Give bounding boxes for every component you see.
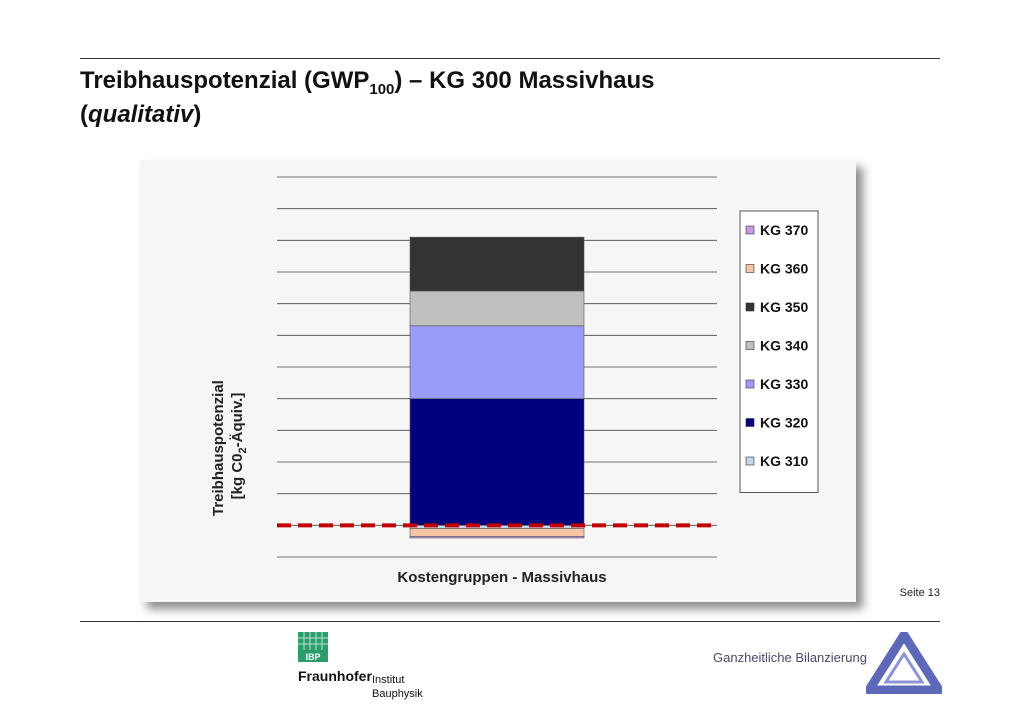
tagline: Ganzheitliche Bilanzierung bbox=[713, 650, 867, 665]
chart-legend: KG 370 KG 360 KG 350 KG 340 KG 330 KG 320 KG 3… bbox=[739, 210, 819, 493]
legend-box bbox=[739, 210, 819, 493]
triangle-logo-icon bbox=[866, 632, 942, 694]
legend-label-kg-320: KG 320 bbox=[760, 415, 808, 431]
bar-segment-kg-360 bbox=[409, 528, 585, 537]
bar-segment-kg-350 bbox=[409, 236, 585, 292]
slide-title: Treibhauspotenzial (GWP100) – KG 300 Mas… bbox=[80, 67, 655, 128]
bar-segment-kg-370 bbox=[409, 536, 585, 539]
ibp-logo-icon: IBP bbox=[298, 632, 328, 662]
bottom-rule bbox=[80, 621, 940, 622]
legend-label-kg-340: KG 340 bbox=[760, 338, 808, 354]
top-rule bbox=[80, 58, 940, 59]
x-axis-label: Kostengruppen - Massivhaus bbox=[397, 569, 606, 586]
fraunhofer-brand: Fraunhofer bbox=[298, 668, 372, 684]
bar-segment-kg-340 bbox=[409, 290, 585, 327]
legend-swatch-kg-310 bbox=[745, 456, 755, 466]
legend-swatch-kg-340 bbox=[745, 341, 755, 350]
legend-swatch-kg-330 bbox=[745, 379, 755, 389]
y-axis-label: Treibhauspotenzial [kg C02-Äquiv.] bbox=[210, 376, 249, 516]
legend-label-kg-310: KG 310 bbox=[760, 453, 808, 469]
legend-swatch-kg-320 bbox=[745, 418, 755, 427]
stacked-bar-chart: Kostengruppen - Massivhaus Treibhauspote… bbox=[210, 176, 819, 586]
bar-segment-kg-330 bbox=[409, 325, 585, 399]
page-number: Seite 13 bbox=[899, 587, 940, 599]
bar-segments bbox=[409, 236, 585, 539]
legend-swatch-kg-360 bbox=[745, 264, 755, 273]
institute-name: Institut Bauphysik bbox=[372, 674, 423, 700]
legend-swatch-kg-370 bbox=[745, 225, 755, 235]
bar-segment-kg-320 bbox=[409, 398, 585, 526]
legend-label-kg-330: KG 330 bbox=[760, 376, 808, 392]
legend-label-kg-360: KG 360 bbox=[760, 261, 808, 277]
svg-text:IBP: IBP bbox=[305, 652, 320, 662]
legend-label-kg-350: KG 350 bbox=[760, 299, 808, 315]
legend-label-kg-370: KG 370 bbox=[760, 222, 808, 238]
chart-container: Kostengruppen - Massivhaus Treibhauspote… bbox=[140, 160, 856, 602]
legend-swatch-kg-350 bbox=[745, 302, 755, 312]
